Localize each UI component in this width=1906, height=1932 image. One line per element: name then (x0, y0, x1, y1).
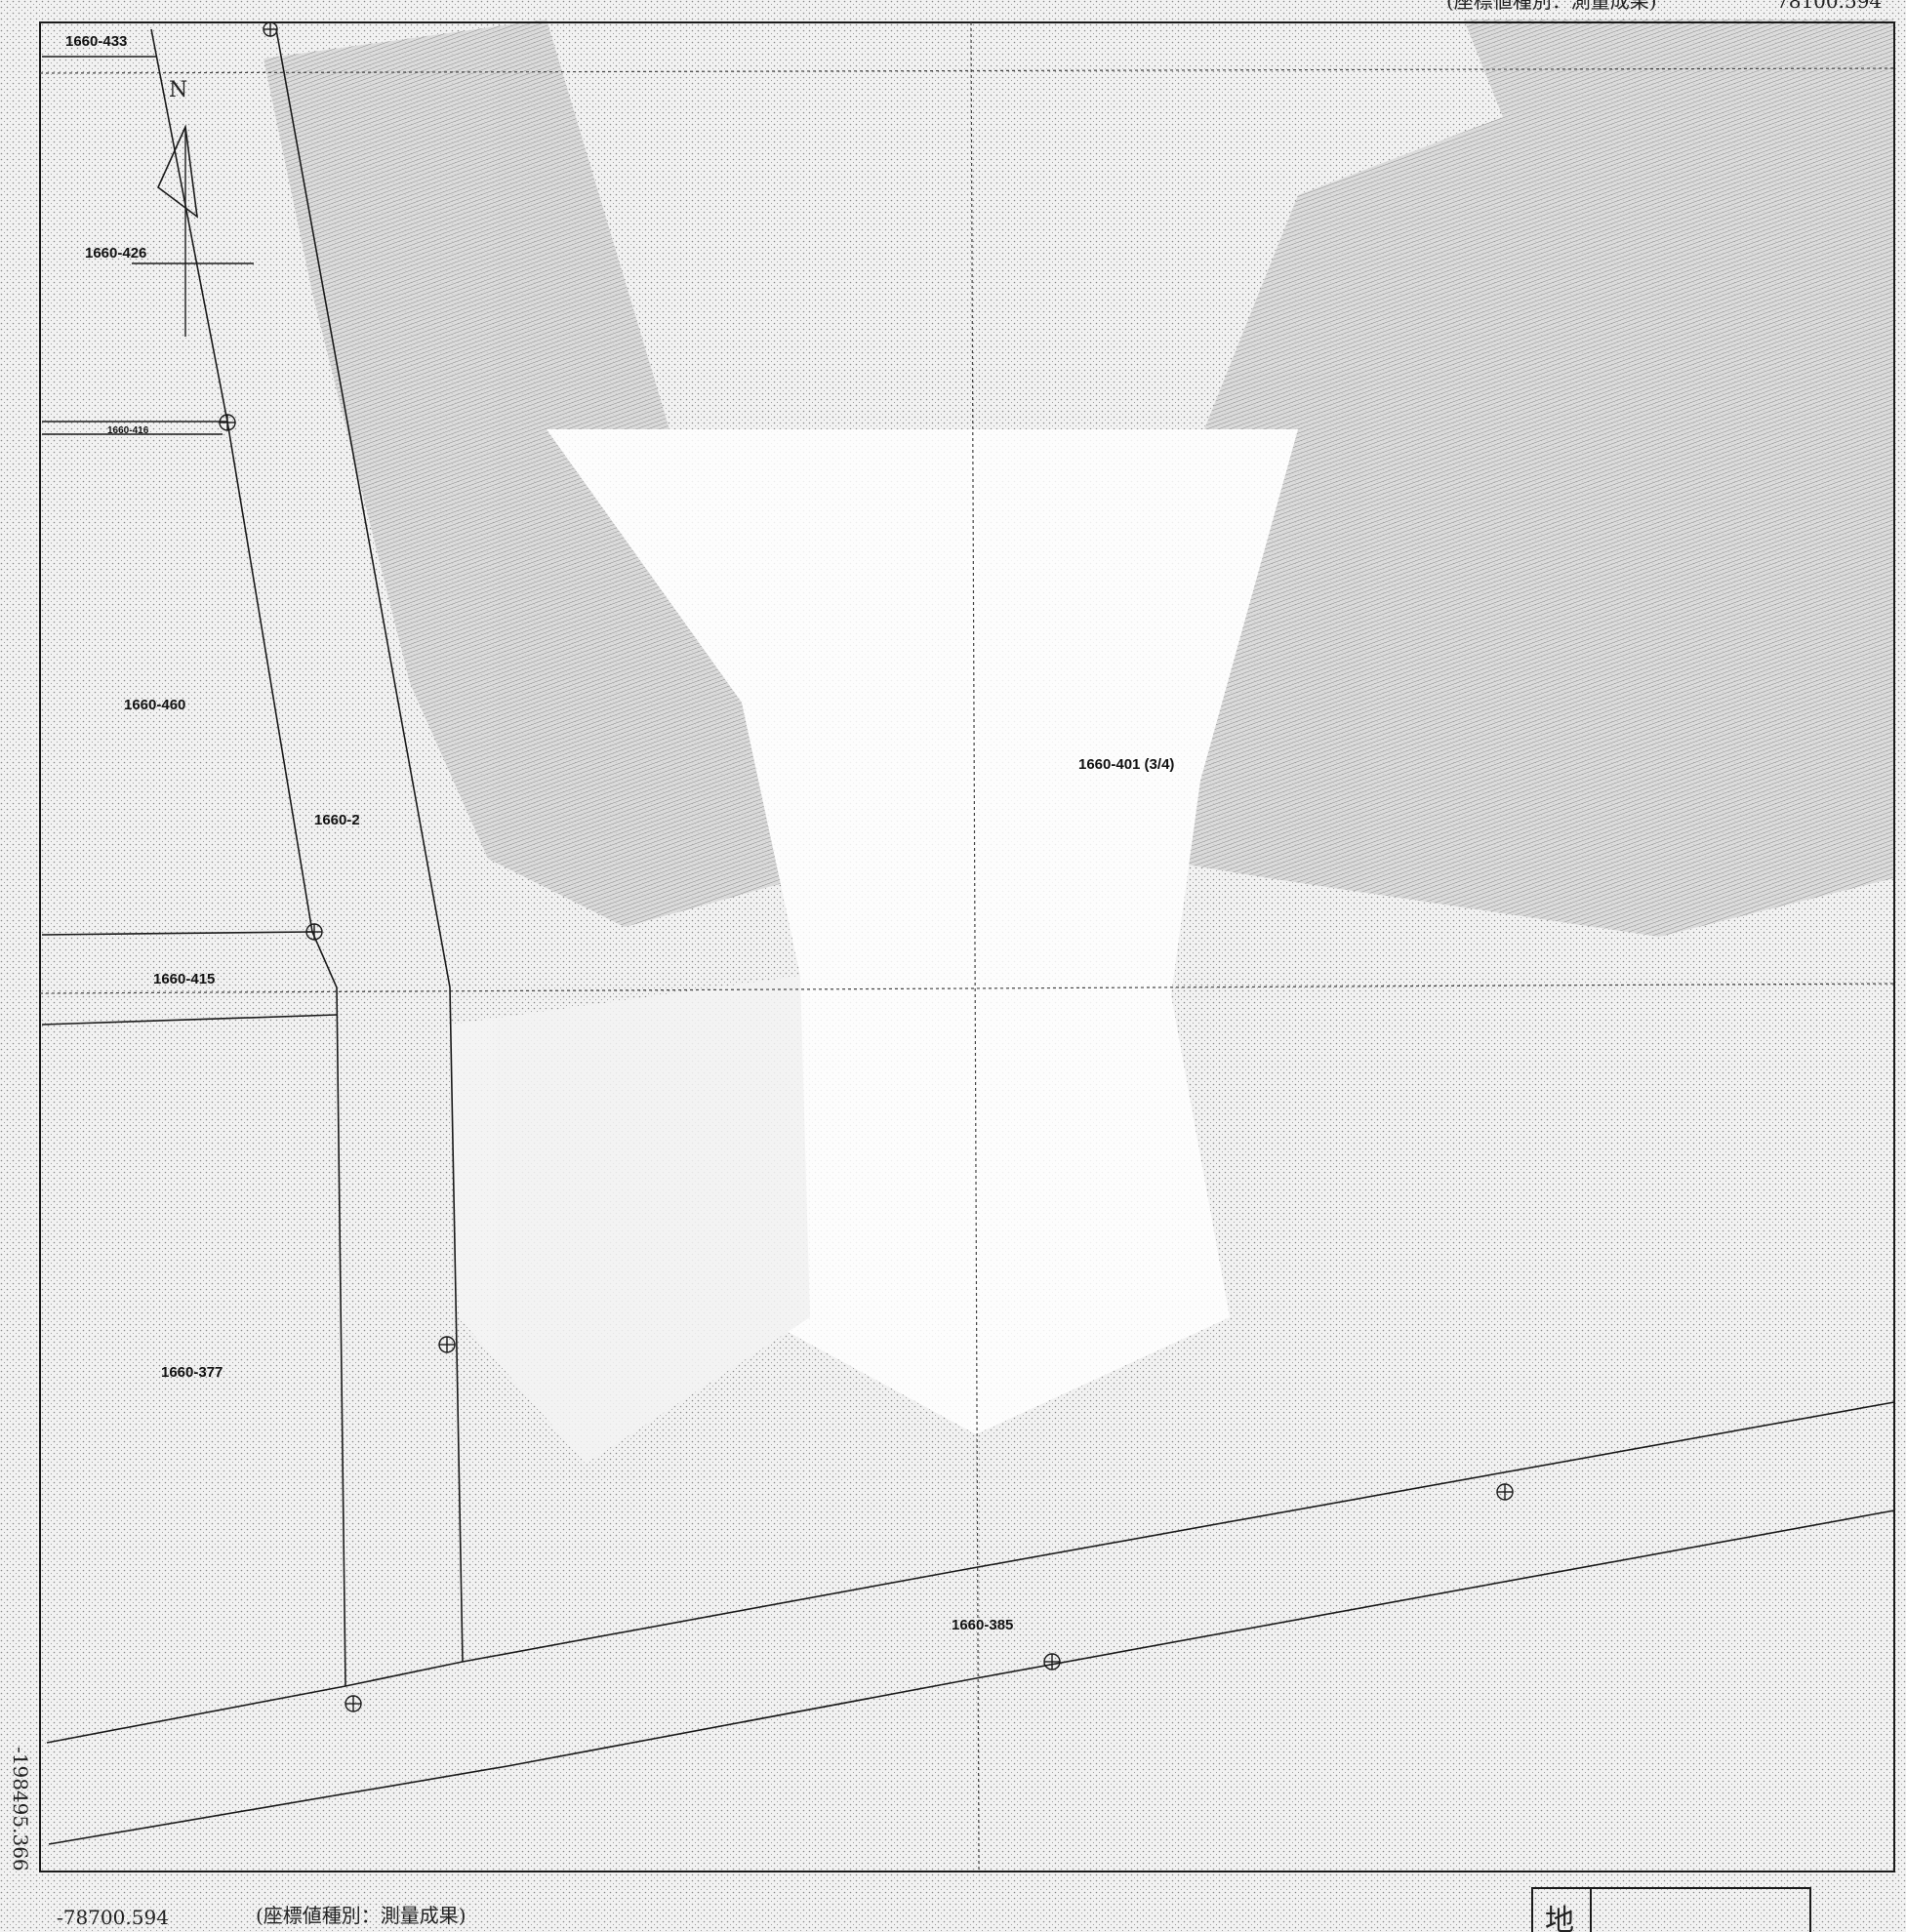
parcel-label: 1660-401 (3/4) (1078, 756, 1174, 773)
survey-marker-icon (264, 22, 277, 36)
north-label: N (169, 78, 187, 102)
survey-marker-icon (306, 924, 322, 940)
parcel-label: 1660-416 (107, 425, 149, 436)
title-block-label: 地 (1545, 1904, 1574, 1932)
coordinate-type-bottom: (座標値種別：測量成果) (256, 1904, 466, 1927)
side-coordinate: -198495.366 (9, 1747, 32, 1872)
parcel-label: 1660-377 (161, 1364, 223, 1381)
parcel-label: 1660-385 (952, 1617, 1013, 1633)
parcel-label: 1660-433 (65, 33, 127, 50)
title-block: 地 (1532, 1888, 1810, 1932)
survey-marker-icon (345, 1696, 361, 1711)
parcel-label: 1660-415 (153, 971, 215, 987)
coordinate-bottom-left: -78700.594 (57, 1906, 169, 1929)
parcel-label: 1660-426 (85, 245, 146, 262)
parcel-label: 1660-2 (314, 812, 360, 828)
survey-marker-icon (439, 1337, 455, 1352)
coordinate-top-right: 78100.594 (1776, 0, 1882, 13)
survey-marker-icon (1497, 1484, 1513, 1500)
parcel-label: 1660-460 (124, 697, 185, 713)
survey-marker-icon (1044, 1654, 1060, 1670)
survey-marker-icon (220, 415, 235, 430)
coordinate-type-top: (座標値種別：測量成果) (1446, 0, 1657, 13)
